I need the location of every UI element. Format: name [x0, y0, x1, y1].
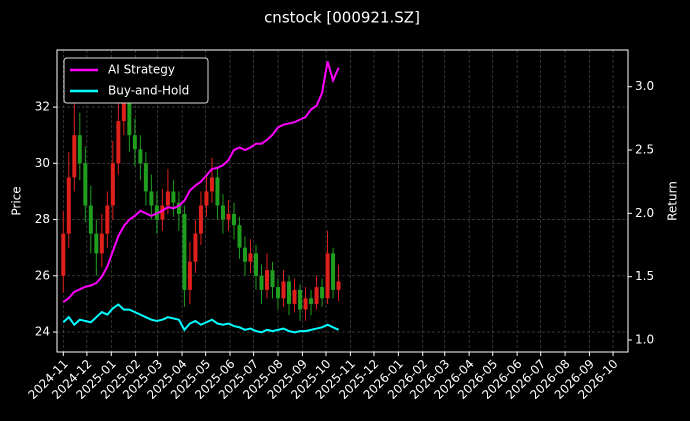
candle-body: [105, 205, 110, 234]
candle-body: [303, 298, 308, 310]
y-tick-label: 30: [35, 156, 50, 170]
candle-body: [264, 270, 269, 290]
candle-body: [88, 205, 93, 234]
y2-axis-label: Return: [666, 181, 680, 221]
candle-body: [231, 213, 236, 226]
candle-body: [270, 270, 275, 288]
candle-body: [61, 233, 66, 276]
y-axis-label: Price: [10, 186, 24, 215]
candle-body: [149, 191, 154, 206]
candle-body: [83, 163, 88, 206]
y-tick-label: 24: [35, 325, 50, 339]
candle-body: [292, 289, 297, 304]
legend-label: AI Strategy: [108, 63, 175, 77]
y2-tick-label: 2.5: [635, 143, 654, 157]
candle-body: [138, 149, 143, 164]
candle-body: [237, 225, 242, 248]
candle-body: [336, 281, 341, 290]
candle-body: [143, 163, 148, 192]
candle-body: [171, 191, 176, 203]
candle-body: [325, 253, 330, 299]
candle-body: [110, 163, 115, 206]
candle-body: [132, 135, 137, 150]
y-tick-label: 26: [35, 268, 50, 282]
candle-body: [72, 135, 77, 178]
candle-body: [193, 233, 198, 262]
candle-body: [242, 247, 247, 262]
candle-body: [259, 275, 264, 290]
candle-body: [220, 205, 225, 220]
plot-frame: [56, 49, 629, 353]
return-line: [62, 61, 340, 303]
candle-body: [215, 177, 220, 206]
candle-body: [116, 121, 121, 164]
candle-body: [226, 213, 231, 220]
candle-body: [99, 233, 104, 254]
candle-body: [182, 213, 187, 290]
candle-body: [165, 191, 170, 206]
candle-body: [121, 93, 126, 122]
candle-body: [176, 202, 181, 214]
y-tick-label: 32: [35, 100, 50, 114]
candle-body: [248, 253, 253, 262]
candle-body: [276, 287, 281, 299]
legend-box: [63, 57, 209, 104]
candle-body: [94, 233, 99, 254]
y2-tick-label: 2.0: [635, 206, 654, 220]
candle-body: [331, 253, 336, 290]
y2-tick-label: 1.5: [635, 269, 654, 283]
y2-tick-label: 3.0: [635, 79, 654, 93]
candle-body: [160, 205, 165, 220]
candle-body: [209, 177, 214, 192]
candle-body: [66, 177, 71, 234]
candle-body: [77, 135, 82, 164]
candle-body: [198, 205, 203, 234]
candle-body: [287, 281, 292, 304]
candle-body: [253, 253, 258, 276]
candle-body: [127, 93, 132, 136]
candle-body: [314, 287, 319, 304]
legend-label: Buy-and-Hold: [108, 84, 189, 98]
chart-title: cnstock [000921.SZ]: [264, 9, 420, 27]
candle-body: [281, 281, 286, 299]
candle-body: [298, 289, 303, 310]
y-tick-label: 28: [35, 212, 50, 226]
candle-body: [309, 298, 314, 304]
candle-body: [204, 191, 209, 206]
return-line: [62, 303, 339, 334]
candle-body: [320, 287, 325, 299]
y2-tick-label: 1.0: [635, 332, 654, 346]
candle-body: [187, 261, 192, 290]
